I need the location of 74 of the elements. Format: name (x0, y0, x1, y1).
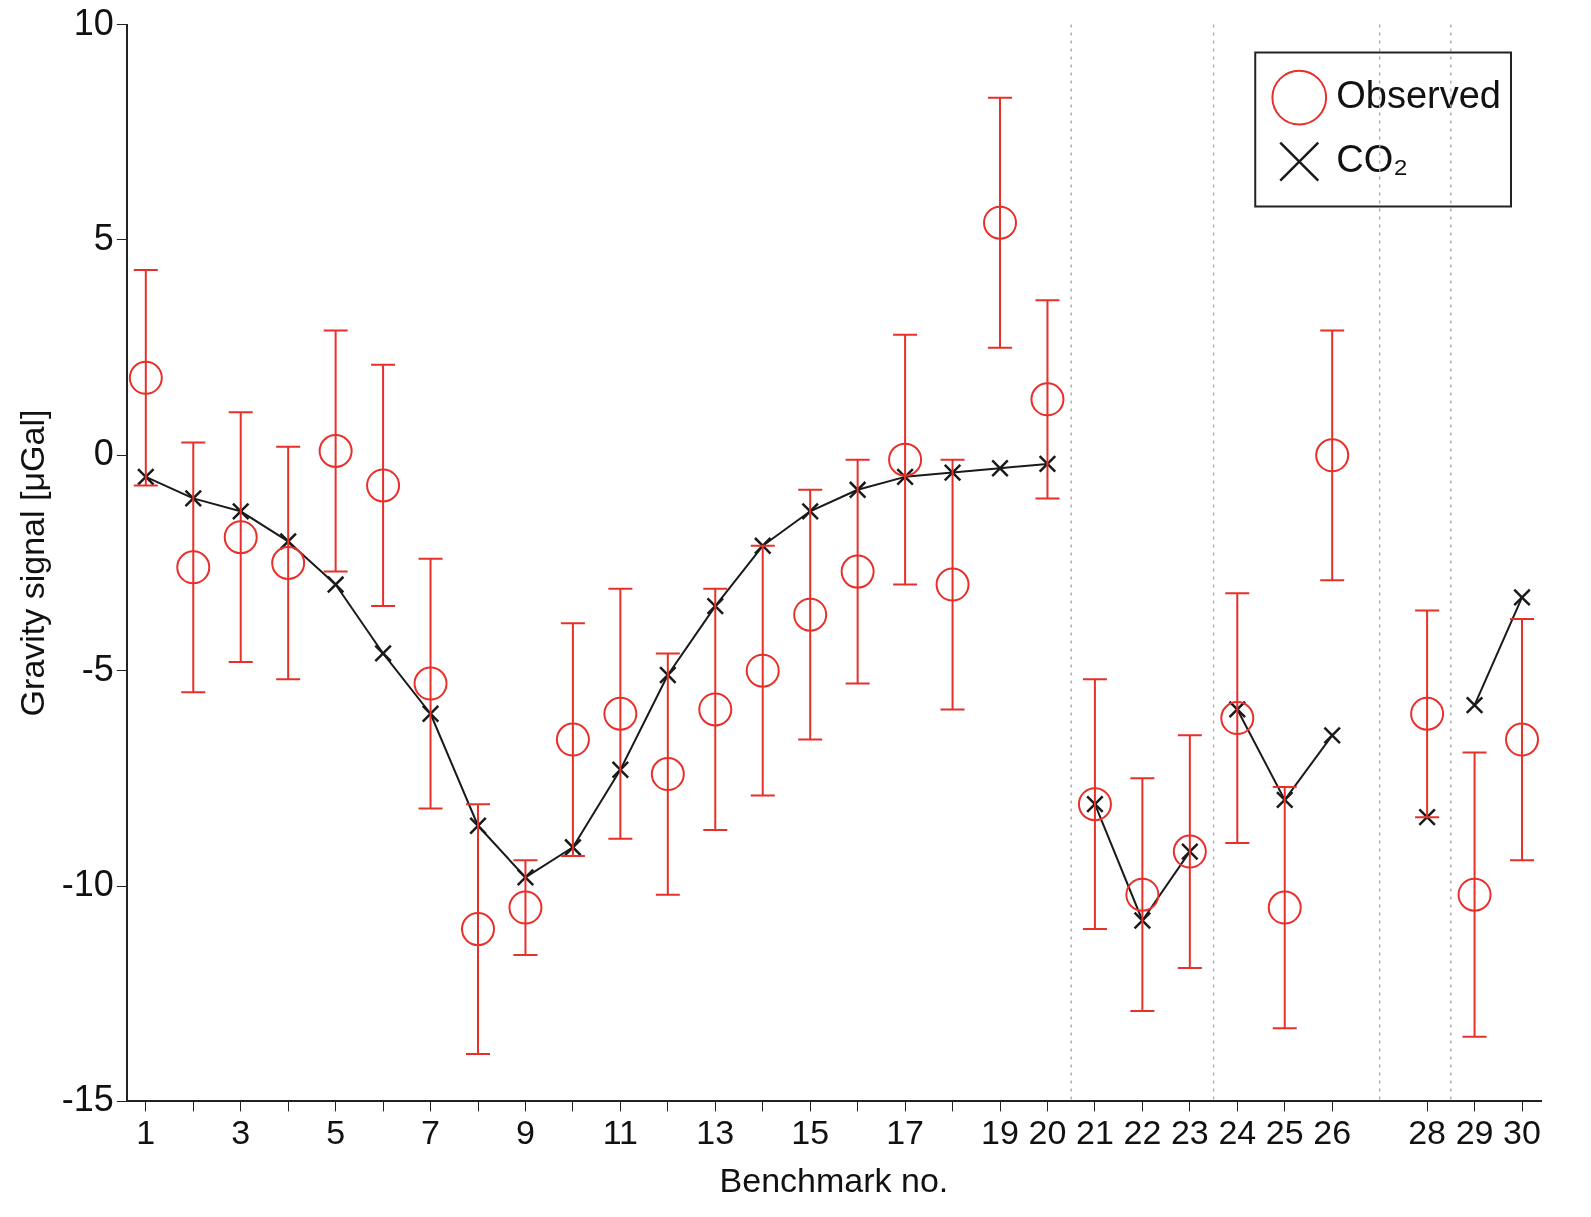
point (848, 480, 867, 499)
point (1410, 696, 1445, 731)
point (468, 816, 488, 835)
point (650, 757, 685, 792)
x-tick-label: 28 (1408, 1113, 1447, 1152)
x-tick-label: 29 (1455, 1113, 1494, 1152)
y-tick-label: 5 (93, 216, 114, 258)
y-tick-label: 10 (73, 1, 114, 43)
x-tick-label: 1 (136, 1113, 156, 1152)
x-tick-label: 30 (1503, 1113, 1541, 1152)
x-tick-label: 21 (1076, 1113, 1114, 1152)
point (516, 868, 535, 887)
legend-label: Observed (1336, 74, 1501, 117)
point (990, 459, 1010, 478)
point (326, 575, 345, 594)
point (658, 665, 677, 685)
x-tick-label: 7 (421, 1113, 441, 1152)
point (421, 704, 440, 723)
point (176, 550, 211, 585)
point (1315, 438, 1350, 473)
point (611, 760, 630, 779)
point (1323, 726, 1342, 745)
legend-label: CO₂ (1336, 138, 1409, 181)
point (698, 692, 733, 727)
x-tick-label: 3 (231, 1113, 251, 1152)
point (1465, 696, 1484, 715)
point (1077, 787, 1112, 822)
point (1125, 877, 1160, 912)
point (1220, 701, 1255, 736)
point (461, 912, 495, 947)
x-tick-label: 19 (981, 1113, 1019, 1152)
x-axis-title: Benchmark no. (719, 1160, 949, 1199)
x-tick-label: 9 (516, 1113, 535, 1152)
x-tick-label: 24 (1218, 1113, 1257, 1152)
x-tick-label: 15 (791, 1113, 830, 1152)
point (793, 597, 828, 632)
point (223, 520, 258, 555)
point (1030, 382, 1065, 417)
point (1512, 588, 1532, 607)
point (943, 463, 962, 482)
y-tick-label: -10 (61, 862, 114, 904)
point (888, 442, 923, 477)
x-tick-label: 26 (1313, 1113, 1352, 1152)
point (1505, 722, 1540, 757)
y-tick-label: -5 (81, 647, 114, 689)
y-tick-label: 0 (93, 432, 114, 474)
point (745, 653, 780, 688)
point (1267, 890, 1302, 925)
point (374, 644, 393, 663)
x-tick-label: 22 (1123, 1113, 1162, 1152)
x-tick-label: 23 (1170, 1113, 1209, 1152)
point (840, 554, 875, 589)
point (271, 546, 306, 580)
y-axis-title: Gravity signal [μGal] (12, 409, 51, 717)
point (603, 696, 638, 731)
point (318, 434, 353, 469)
point (983, 205, 1018, 240)
x-tick-label: 17 (886, 1113, 925, 1152)
x-tick-label: 20 (1028, 1113, 1067, 1152)
x-tick-label: 25 (1265, 1113, 1304, 1152)
point (413, 666, 448, 701)
point (366, 468, 401, 503)
point (508, 890, 543, 925)
y-tick-label: -15 (61, 1078, 114, 1120)
point (1133, 911, 1152, 930)
point (128, 360, 163, 395)
point (1038, 454, 1057, 473)
x-tick-label: 13 (696, 1113, 735, 1152)
point (1457, 877, 1492, 912)
x-tick-label: 11 (602, 1113, 639, 1152)
point (555, 722, 590, 757)
point (1172, 834, 1207, 869)
point (935, 567, 970, 602)
x-tick-label: 5 (326, 1113, 346, 1152)
